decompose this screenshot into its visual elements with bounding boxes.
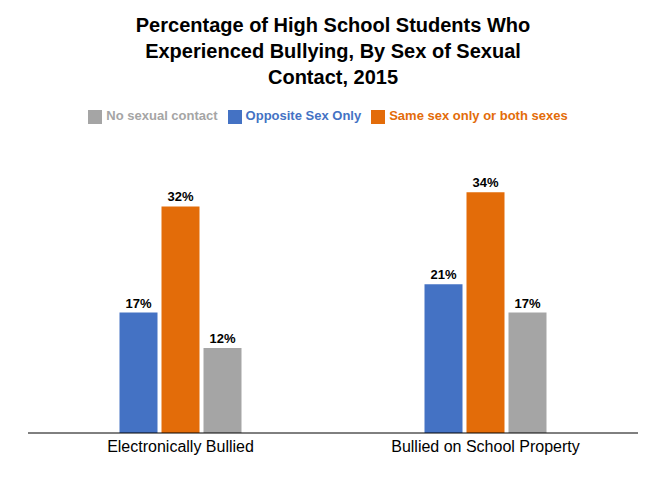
svg-text:12%: 12%	[209, 331, 235, 346]
svg-text:17%: 17%	[125, 296, 151, 311]
svg-text:Electronically Bullied: Electronically Bullied	[107, 438, 254, 455]
html-text:Same sex only or both sexes: Same sex only or both sexes	[389, 108, 568, 123]
svg-text:34%: 34%	[472, 175, 498, 190]
html-text:Opposite Sex Only: Opposite Sex Only	[245, 108, 362, 123]
html-text:Percentage of High School Stud: Percentage of High School Students Who E…	[135, 14, 531, 88]
html-text:No sexual contact: No sexual contact	[106, 108, 218, 123]
svg-text:21%: 21%	[430, 267, 456, 282]
svg-text:Bullied on School Property: Bullied on School Property	[391, 438, 580, 455]
svg-text:17%: 17%	[514, 296, 540, 311]
svg-text:32%: 32%	[167, 189, 193, 204]
